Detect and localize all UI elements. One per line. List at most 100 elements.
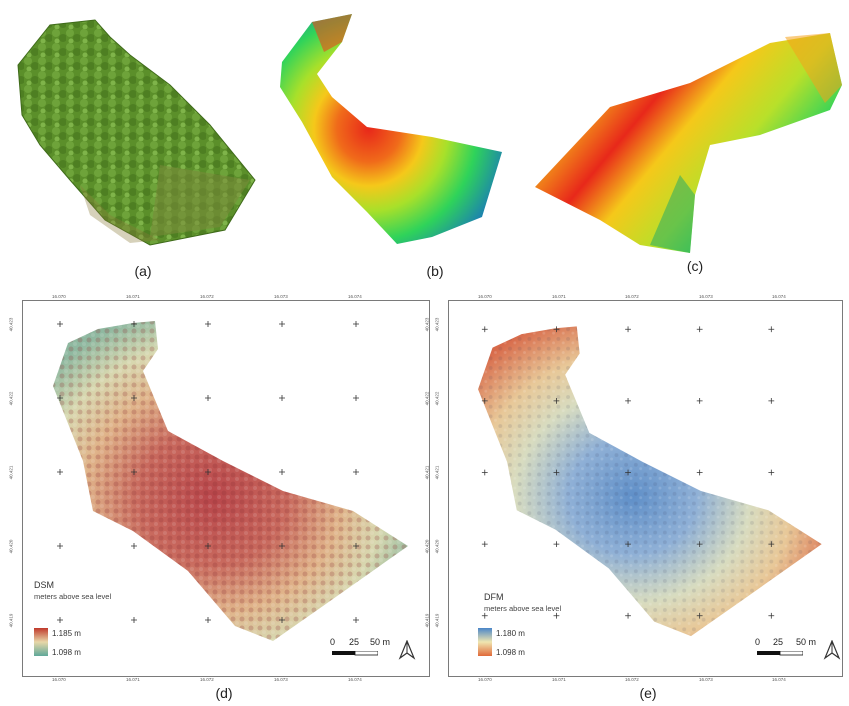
dfm-grid-crosses (481, 326, 775, 619)
grid-cross (553, 469, 560, 476)
dfm-map (448, 300, 843, 677)
dfm-scale-bar (757, 651, 803, 656)
grid-cross (205, 617, 211, 623)
caption-c: (c) (686, 258, 704, 274)
dfm-lat-label: 40.422 (434, 391, 440, 406)
dfm-lon-label: 16.074 (772, 294, 786, 299)
dsm-legend-max: 1.185 m (52, 629, 81, 638)
grid-cross (696, 326, 703, 333)
grid-cross (481, 541, 488, 548)
grid-cross (553, 612, 560, 619)
grid-cross (279, 321, 285, 327)
dfm-lon-label-bottom: 16.071 (552, 677, 566, 682)
dsm-legend-title: DSM (34, 580, 54, 590)
grid-cross (279, 395, 285, 401)
dsm-grid-crosses (57, 321, 359, 623)
grid-cross (353, 395, 359, 401)
grid-cross (57, 321, 63, 327)
grid-cross (553, 397, 560, 404)
elevation-top-view (280, 14, 502, 244)
dsm-raster (53, 321, 408, 641)
dfm-lat-label: 40.421 (434, 465, 440, 480)
grid-cross (279, 543, 285, 549)
dsm-legend-min: 1.098 m (52, 648, 81, 657)
dfm-lon-label: 16.072 (625, 294, 639, 299)
dsm-legend-subtitle: meters above sea level (34, 592, 112, 601)
grid-cross (625, 612, 631, 619)
grid-cross (57, 395, 63, 401)
grid-cross (57, 469, 63, 475)
dfm-raster (478, 326, 822, 637)
dsm-lon-label-bottom: 16.074 (348, 677, 362, 682)
grid-cross (625, 541, 631, 548)
grid-cross (696, 397, 703, 404)
grid-cross (625, 326, 631, 333)
dfm-scale-mid: 25 (773, 637, 784, 647)
grid-cross (768, 541, 775, 548)
grid-cross (481, 612, 488, 619)
north-arrow-icon (823, 640, 841, 660)
dfm-lon-label: 16.073 (699, 294, 713, 299)
dfm-lon-label: 16.071 (552, 294, 566, 299)
grid-cross (696, 469, 703, 476)
grid-cross (768, 612, 775, 619)
grid-cross (205, 543, 211, 549)
dsm-lat-label: 40.420 (8, 539, 14, 554)
point-cloud-image (17, 19, 256, 246)
dsm-scale-mid: 25 (349, 637, 360, 647)
grid-cross (131, 469, 137, 475)
grid-cross (696, 541, 703, 548)
grid-cross (131, 321, 137, 327)
grid-cross (481, 397, 488, 404)
grid-cross (553, 541, 560, 548)
grid-cross (57, 617, 63, 623)
grid-cross (768, 397, 775, 404)
grid-cross (625, 469, 631, 476)
dsm-legend-ramp (34, 628, 48, 656)
grid-cross (768, 326, 775, 333)
dsm-scale-zero: 0 (330, 637, 336, 647)
grid-cross (131, 617, 137, 623)
dsm-lat-label: 40.421 (8, 465, 14, 480)
grid-cross (353, 617, 359, 623)
dsm-lon-label-bottom: 16.070 (52, 677, 66, 682)
dfm-legend-subtitle: meters above sea level (484, 604, 562, 613)
grid-cross (553, 326, 560, 333)
dfm-legend-min: 1.098 m (496, 648, 525, 657)
dsm-lat-label: 40.422 (8, 391, 14, 406)
caption-d: (d) (215, 685, 233, 701)
dsm-lat-label: 40.419 (8, 613, 14, 628)
dsm-scale-bar (332, 651, 378, 656)
dfm-lat-label: 40.420 (434, 539, 440, 554)
grid-cross (353, 543, 359, 549)
dfm-lon-label-bottom: 16.073 (699, 677, 713, 682)
dsm-map (22, 300, 430, 677)
elevation-3d-view (535, 33, 842, 253)
grid-cross (481, 326, 488, 333)
grid-cross (768, 469, 775, 476)
grid-cross (205, 321, 211, 327)
caption-a: (a) (134, 263, 152, 279)
dfm-lat-label: 40.423 (434, 317, 440, 332)
grid-cross (696, 612, 703, 619)
grid-cross (481, 469, 488, 476)
grid-cross (625, 397, 631, 404)
grid-cross (205, 469, 211, 475)
dsm-lon-label: 16.071 (126, 294, 140, 299)
grid-cross (205, 395, 211, 401)
dsm-lon-label: 16.074 (348, 294, 362, 299)
dsm-lon-label: 16.072 (200, 294, 214, 299)
grid-cross (279, 469, 285, 475)
grid-cross (57, 543, 63, 549)
grid-cross (131, 395, 137, 401)
grid-cross (353, 321, 359, 327)
dfm-legend-title: DFM (484, 592, 504, 602)
dsm-lon-label-bottom: 16.072 (200, 677, 214, 682)
caption-e: (e) (639, 685, 657, 701)
dfm-legend-max: 1.180 m (496, 629, 525, 638)
dfm-lon-label-bottom: 16.072 (625, 677, 639, 682)
dsm-lon-label: 16.070 (52, 294, 66, 299)
grid-cross (279, 617, 285, 623)
caption-b: (b) (426, 263, 444, 279)
grid-cross (353, 469, 359, 475)
